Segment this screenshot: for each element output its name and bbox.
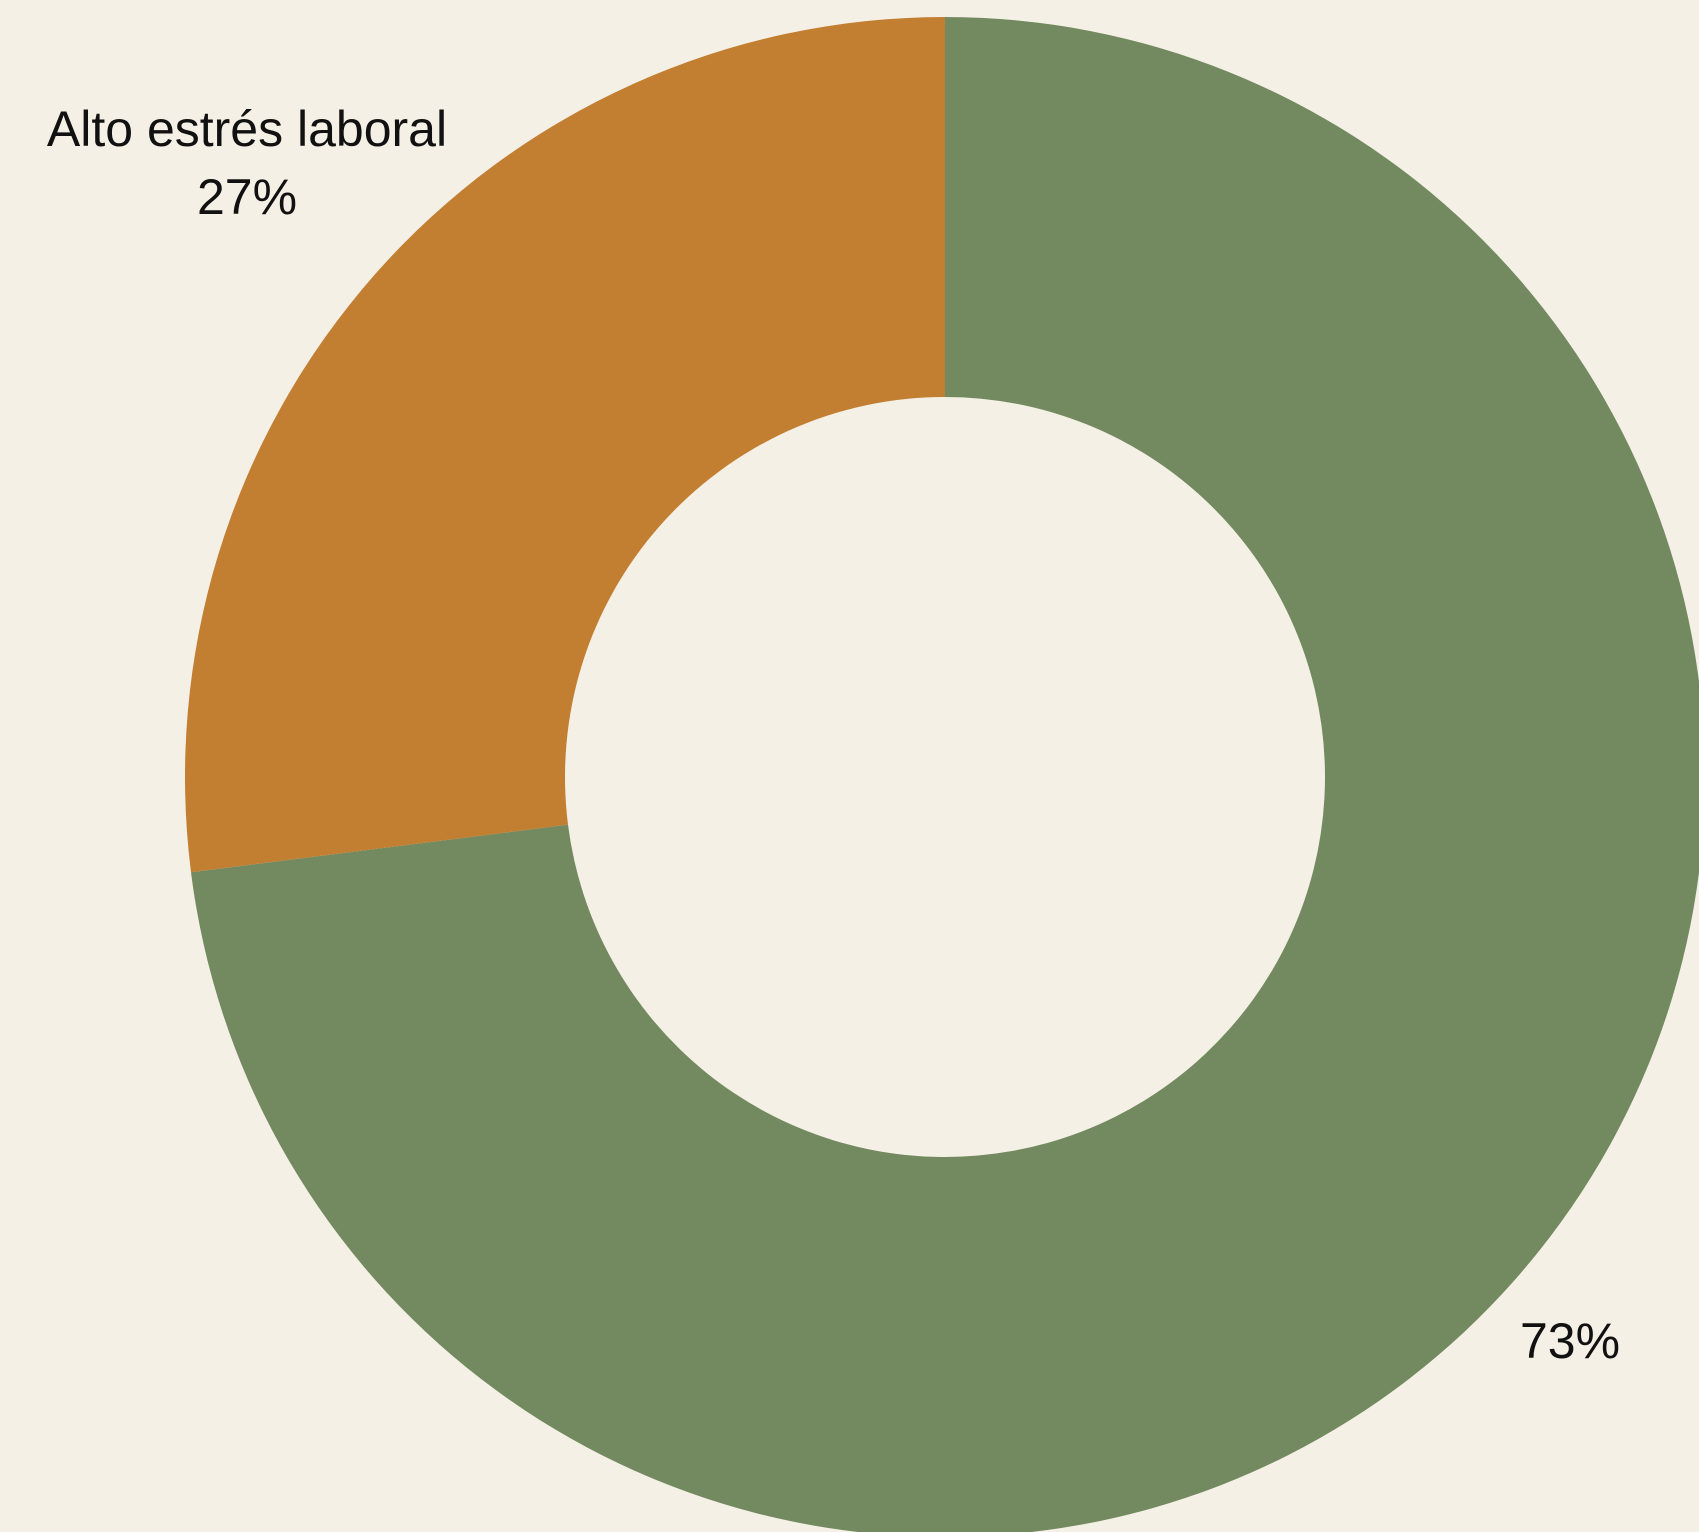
slices-layer xyxy=(184,17,1699,1532)
slice-label-percent-other: 73% xyxy=(1520,1313,1620,1369)
donut-slice-0 xyxy=(184,17,945,873)
slice-label-name-alto-estres: Alto estrés laboral xyxy=(47,101,447,157)
labels-layer: Alto estrés laboral 27% 73% xyxy=(47,101,1620,1369)
donut-slice-1 xyxy=(190,17,1699,1532)
slice-label-percent-alto-estres: 27% xyxy=(197,169,297,225)
